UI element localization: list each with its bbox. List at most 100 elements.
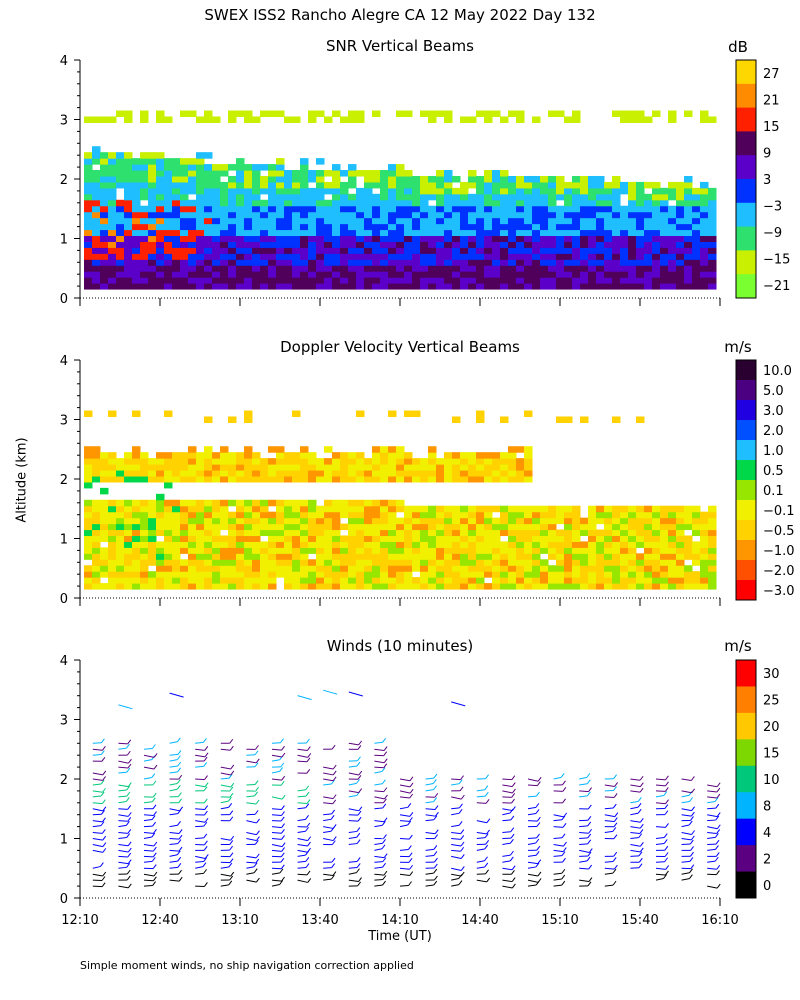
doppler-cell [436, 505, 445, 513]
doppler-cell [628, 541, 637, 548]
snr-cell [444, 283, 453, 290]
snr-cell [156, 181, 165, 189]
doppler-cell [572, 523, 581, 531]
wind-barb [323, 796, 334, 800]
snr-cell [468, 277, 477, 284]
snr-cell [668, 181, 677, 189]
doppler-cell [92, 541, 101, 548]
colorbar-swatch [736, 871, 756, 899]
wind-barb-feather [357, 774, 362, 780]
snr-cell [372, 181, 381, 189]
doppler-cell [164, 517, 173, 525]
snr-cell [340, 211, 349, 219]
wind-barb [143, 885, 153, 887]
doppler-cell [420, 571, 429, 578]
snr-cell [100, 223, 109, 231]
doppler-cell [276, 547, 285, 554]
doppler-cell [300, 547, 309, 554]
snr-cell [140, 205, 149, 213]
snr-cell [668, 211, 677, 219]
snr-cell [492, 110, 501, 118]
wind-barb-feather [101, 829, 106, 834]
snr-cell [228, 265, 237, 272]
wind-barb [323, 802, 333, 805]
snr-cell [180, 235, 189, 242]
snr-cell [372, 175, 381, 183]
snr-cell [460, 259, 469, 266]
doppler-cell [660, 583, 669, 590]
doppler-cell [324, 511, 333, 519]
wind-barb [655, 877, 664, 881]
snr-cell [108, 247, 117, 254]
snr-cell [308, 211, 317, 219]
wind-barb [681, 801, 690, 804]
doppler-cell [180, 535, 189, 542]
snr-cell [252, 217, 261, 225]
snr-cell [524, 187, 533, 195]
snr-cell [540, 241, 549, 248]
snr-cell [388, 247, 397, 254]
wind-barb [220, 766, 231, 770]
wind-barb-feather [229, 792, 234, 798]
snr-cell [540, 205, 549, 213]
snr-cell [124, 277, 133, 284]
doppler-cell [268, 475, 277, 483]
doppler-cell [124, 464, 133, 471]
doppler-cell [300, 475, 309, 483]
wind-barb-feather [435, 811, 439, 817]
doppler-cell [548, 529, 557, 537]
doppler-cell [180, 577, 189, 584]
snr-cell [324, 277, 333, 284]
doppler-cell [596, 571, 605, 578]
snr-cell [660, 283, 669, 290]
doppler-cell [172, 523, 181, 531]
doppler-cell [668, 577, 677, 584]
wind-barb [271, 748, 282, 751]
snr-cell [516, 265, 525, 272]
wind-barb-feather [332, 871, 337, 876]
snr-cell [660, 241, 669, 248]
wind-barb-feather [714, 797, 719, 802]
colorbar-label: 0.1 [763, 484, 784, 499]
wind-barb-feather [690, 864, 695, 869]
doppler-cell [452, 553, 461, 560]
wind-barb [604, 814, 615, 818]
doppler-cell [188, 535, 197, 542]
wind-barb-feather [126, 750, 131, 756]
snr-cell [92, 175, 101, 183]
doppler-cell [396, 464, 405, 471]
snr-cell [260, 247, 269, 254]
snr-cell [668, 217, 677, 225]
snr-cell [684, 241, 693, 248]
wind-barb [143, 836, 152, 839]
doppler-cell [604, 547, 613, 554]
wind-barb-feather [486, 829, 490, 835]
snr-cell [172, 253, 181, 260]
snr-cell [484, 187, 493, 195]
wind-barb-feather [409, 788, 414, 794]
doppler-cell [508, 505, 517, 513]
snr-cell [148, 247, 157, 254]
snr-cell [436, 223, 445, 231]
snr-cell [204, 253, 213, 260]
snr-cell [340, 265, 349, 272]
doppler-cell [172, 517, 181, 525]
snr-cell [268, 265, 277, 272]
doppler-cell [508, 446, 517, 453]
snr-cell [436, 247, 445, 254]
snr-cell [572, 217, 581, 225]
doppler-cell [460, 505, 469, 513]
wind-barb [553, 837, 563, 839]
colorbar-label: −0.5 [763, 524, 795, 539]
snr-cell [372, 259, 381, 266]
wind-barb [502, 854, 511, 857]
snr-cell [396, 247, 405, 254]
snr-cell [628, 193, 637, 201]
doppler-cell [676, 541, 685, 548]
doppler-cell [140, 505, 149, 513]
snr-cell [100, 199, 109, 207]
snr-cell [364, 223, 373, 231]
snr-cell [188, 223, 197, 231]
doppler-cell [532, 553, 541, 560]
doppler-cell [364, 571, 373, 578]
